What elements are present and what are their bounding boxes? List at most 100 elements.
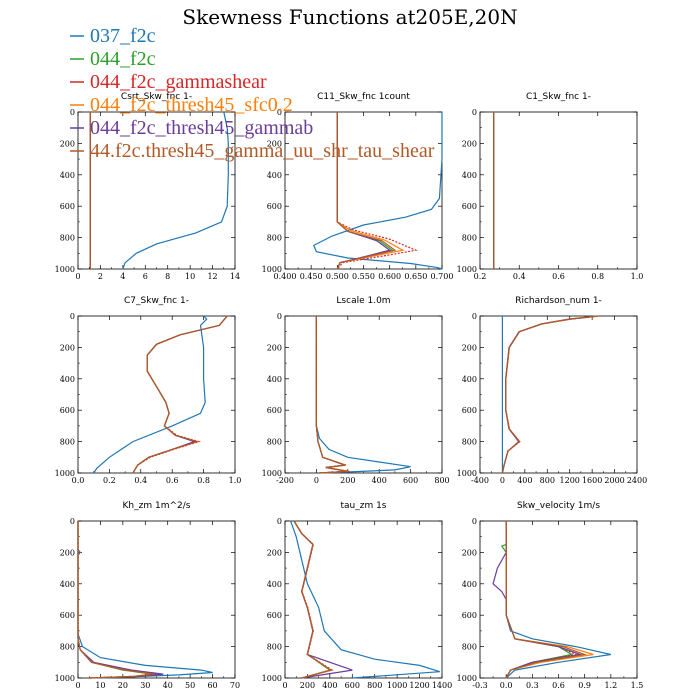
y-tick-label: 800 bbox=[462, 438, 477, 447]
y-tick-label: 800 bbox=[462, 234, 477, 243]
y-tick-label: 600 bbox=[60, 611, 75, 620]
y-tick-label: 200 bbox=[267, 343, 282, 352]
x-tick-label: 0.400 bbox=[274, 272, 297, 281]
series-line bbox=[501, 315, 598, 474]
panel-title: C11_Skw_fnc 1count bbox=[317, 92, 410, 102]
panel-3: C7_Skw_fnc 1- 0.0 0.2 0.4 0.6 0.8 1.0 0 200 400 60… bbox=[55, 296, 242, 485]
y-tick-label: 200 bbox=[60, 548, 75, 557]
y-tick-label: 1000 bbox=[457, 674, 477, 683]
y-tick-label: 600 bbox=[267, 406, 282, 415]
panel-0: Csrt_Skw_fnc 1- 0 2 4 6 8 10 12 14 0 200 400 600 800 1… bbox=[55, 92, 240, 281]
y-tick-label: 800 bbox=[267, 234, 282, 243]
series-line bbox=[501, 315, 598, 474]
x-tick-label: 1200 bbox=[560, 476, 580, 485]
x-tick-label: 0.9 bbox=[578, 681, 591, 690]
x-tick-label: 1200 bbox=[409, 681, 429, 690]
series-line bbox=[505, 521, 578, 679]
y-tick-label: 200 bbox=[462, 139, 477, 148]
y-tick-label: 200 bbox=[60, 139, 75, 148]
series-line bbox=[315, 316, 348, 474]
x-tick-label: 600 bbox=[403, 476, 418, 485]
series-line bbox=[315, 316, 411, 474]
legend-entry: 44.f2c.thresh45_gamma_uu_shr_tau_shear bbox=[90, 140, 435, 162]
x-tick-label: 0.600 bbox=[378, 272, 401, 281]
series-line bbox=[77, 521, 155, 679]
x-tick-label: 2 bbox=[98, 272, 103, 281]
x-tick-label: 0.8 bbox=[197, 476, 210, 485]
legend-entry: 044_f2c_gammashear bbox=[90, 71, 267, 93]
y-tick-label: 600 bbox=[60, 202, 75, 211]
x-tick-label: 0.0 bbox=[72, 476, 85, 485]
panels-group: Csrt_Skw_fnc 1-0 2 4 6 8 10 12 1402004006008001… bbox=[55, 92, 648, 690]
y-tick-label: 800 bbox=[462, 643, 477, 652]
y-tick-label: 0 bbox=[472, 312, 477, 321]
x-tick-label: 0.2 bbox=[474, 272, 487, 281]
y-tick-label: 0 bbox=[277, 312, 282, 321]
y-tick-label: 600 bbox=[462, 611, 477, 620]
x-tick-label: 0.6 bbox=[552, 272, 565, 281]
legend-entry: 037_f2c bbox=[90, 25, 156, 47]
x-tick-label: 0.500 bbox=[326, 272, 349, 281]
y-tick-label: 200 bbox=[462, 343, 477, 352]
x-tick-label: 0.6 bbox=[552, 681, 565, 690]
series-line bbox=[505, 521, 588, 679]
series-line bbox=[77, 521, 164, 679]
panel-title: Lscale 1.0m bbox=[336, 296, 390, 306]
y-tick-label: 400 bbox=[462, 171, 477, 180]
x-tick-label: 0.550 bbox=[352, 272, 375, 281]
x-tick-label: 2000 bbox=[604, 476, 624, 485]
x-tick-label: 200 bbox=[300, 681, 315, 690]
y-tick-label: 800 bbox=[267, 438, 282, 447]
y-tick-label: 0 bbox=[70, 517, 75, 526]
y-tick-label: 1000 bbox=[457, 265, 477, 274]
series-line bbox=[77, 521, 155, 679]
y-tick-label: 1000 bbox=[55, 265, 75, 274]
y-tick-label: 400 bbox=[462, 580, 477, 589]
y-tick-label: 200 bbox=[60, 343, 75, 352]
x-tick-label: 800 bbox=[367, 681, 382, 690]
x-tick-label: 0.450 bbox=[300, 272, 323, 281]
panel-title: C1_Skw_fnc 1- bbox=[526, 92, 591, 102]
y-tick-label: 800 bbox=[60, 234, 75, 243]
series-line bbox=[505, 521, 611, 679]
y-tick-label: 600 bbox=[462, 406, 477, 415]
x-tick-label: 0 bbox=[75, 272, 80, 281]
x-tick-label: 600 bbox=[345, 681, 360, 690]
x-tick-label: 1.0 bbox=[631, 272, 644, 281]
x-tick-label: 0.650 bbox=[404, 272, 427, 281]
x-tick-label: 0.4 bbox=[513, 272, 526, 281]
panel-7: tau_zm 1s0 200 400 600 800 1000 1200 1400020040… bbox=[262, 501, 453, 690]
x-tick-label: 6 bbox=[143, 272, 148, 281]
series-line bbox=[336, 112, 397, 270]
legend-entry: 044_f2c bbox=[90, 48, 156, 70]
series-line bbox=[500, 521, 574, 679]
series-line bbox=[132, 315, 228, 474]
series-line bbox=[132, 315, 228, 474]
series-line bbox=[93, 315, 208, 474]
y-tick-label: 1000 bbox=[262, 469, 282, 478]
x-tick-label: 200 bbox=[340, 476, 355, 485]
panel-title: Skw_velocity 1m/s bbox=[517, 501, 600, 511]
axes-frame bbox=[479, 315, 638, 474]
y-tick-label: 0 bbox=[472, 517, 477, 526]
y-tick-label: 200 bbox=[267, 548, 282, 557]
x-tick-label: 1.5 bbox=[631, 681, 644, 690]
series-line bbox=[315, 316, 350, 474]
axes-frame bbox=[479, 111, 638, 270]
series-line bbox=[315, 316, 348, 474]
x-tick-label: 60 bbox=[207, 681, 217, 690]
y-tick-label: 600 bbox=[60, 406, 75, 415]
x-tick-label: 1600 bbox=[582, 476, 602, 485]
y-tick-label: 400 bbox=[60, 580, 75, 589]
x-tick-label: 12 bbox=[207, 272, 217, 281]
panel-6: Kh_zm 1m^2/s 0 10 20 30 40 50 60 70 0 200 400 600 800… bbox=[55, 501, 240, 690]
legend-entry: 044_f2c_thresh45_sfc0.2 bbox=[90, 94, 293, 116]
x-tick-label: 1.2 bbox=[604, 681, 617, 690]
y-tick-label: 800 bbox=[267, 643, 282, 652]
x-tick-label: 400 bbox=[517, 476, 532, 485]
panel-title: Csrt_Skw_fnc 1- bbox=[121, 92, 192, 102]
x-tick-label: 40 bbox=[163, 681, 173, 690]
y-tick-label: 600 bbox=[267, 202, 282, 211]
x-tick-label: -400 bbox=[471, 476, 489, 485]
series-line bbox=[77, 521, 213, 679]
